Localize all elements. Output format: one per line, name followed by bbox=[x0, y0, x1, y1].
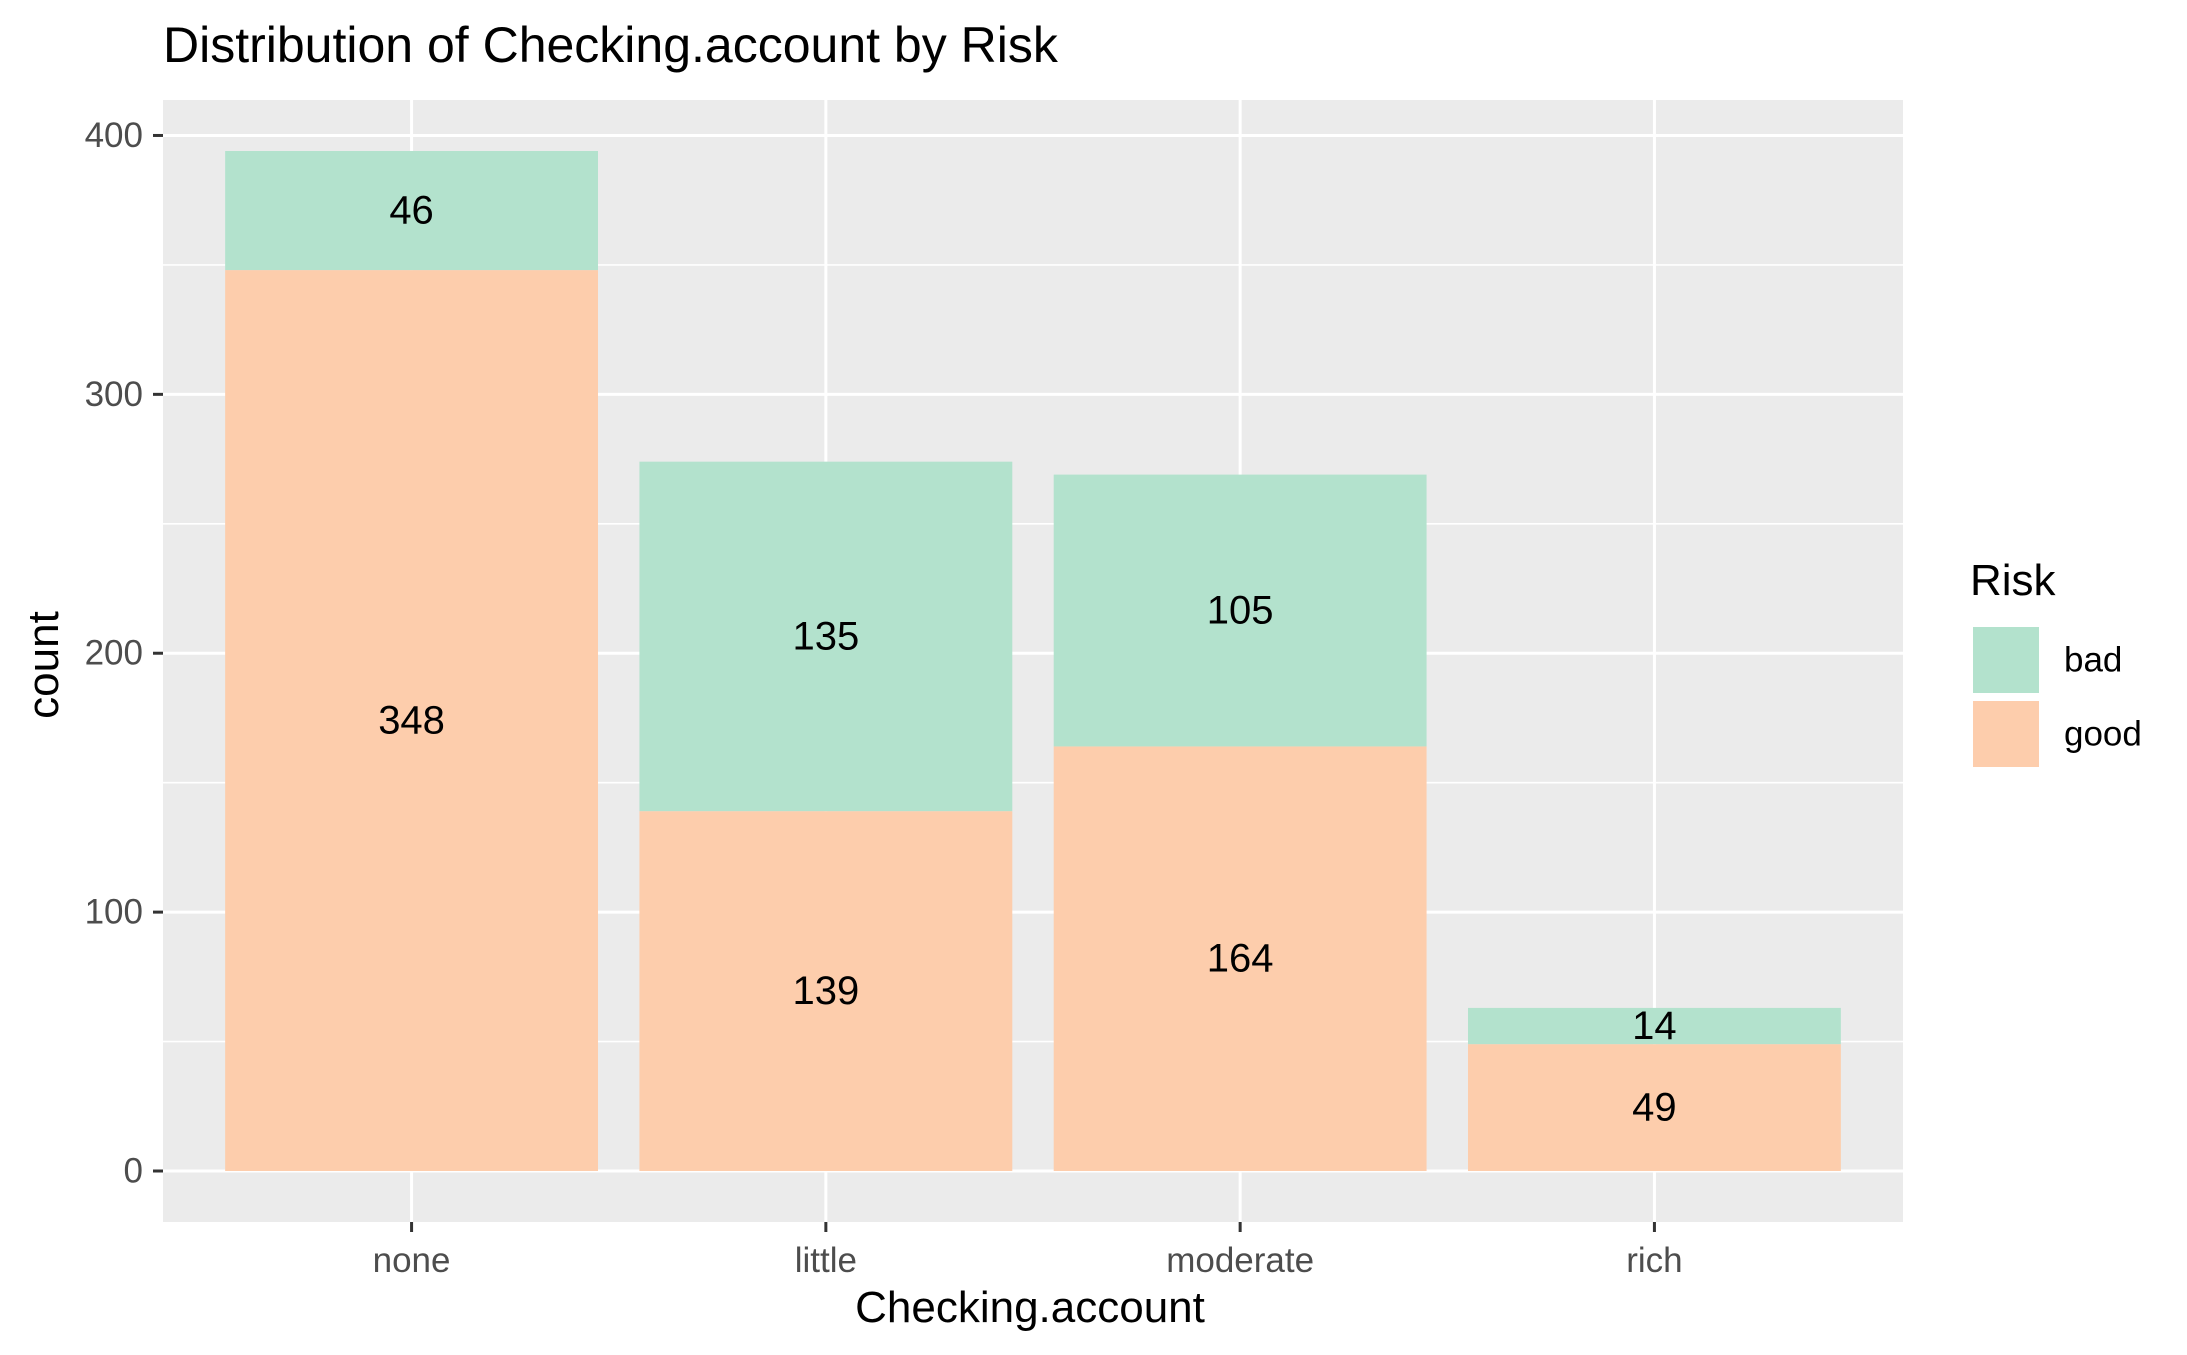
y-tick-label: 100 bbox=[85, 893, 143, 932]
data-label-good-rich: 49 bbox=[1632, 1086, 1677, 1130]
x-tick-label-rich: rich bbox=[1626, 1241, 1682, 1280]
data-label-good-little: 139 bbox=[792, 969, 859, 1013]
y-tick-label: 300 bbox=[85, 375, 143, 414]
bar-good-moderate bbox=[1053, 746, 1427, 1171]
x-tick-label-none: none bbox=[373, 1241, 451, 1280]
bar-bad-rich bbox=[1468, 1007, 1841, 1045]
x-axis: none little moderate rich bbox=[373, 1222, 1683, 1280]
data-label-bad-none: 46 bbox=[389, 189, 434, 233]
y-tick-label: 0 bbox=[124, 1152, 143, 1191]
data-label-bad-moderate: 105 bbox=[1207, 589, 1274, 633]
y-tick-label: 200 bbox=[85, 634, 143, 673]
legend-label-good: good bbox=[2064, 715, 2142, 754]
data-label-good-moderate: 164 bbox=[1207, 937, 1274, 981]
bar-bad-moderate bbox=[1053, 474, 1427, 747]
data-label-bad-rich: 14 bbox=[1632, 1004, 1677, 1048]
bar-good-little bbox=[639, 811, 1013, 1171]
x-axis-title: Checking.account bbox=[855, 1283, 1205, 1332]
bar-good-none bbox=[225, 270, 598, 1171]
x-tick-label-moderate: moderate bbox=[1166, 1241, 1314, 1280]
data-label-bad-little: 135 bbox=[792, 614, 859, 658]
y-tick-label: 400 bbox=[85, 116, 143, 155]
bar-bad-little bbox=[639, 461, 1013, 812]
legend-title: Risk bbox=[1970, 556, 2057, 605]
legend: Risk bad good bbox=[1970, 556, 2142, 769]
legend-key-good bbox=[1971, 699, 2041, 769]
legend-key-bad bbox=[1971, 625, 2041, 695]
data-labels: 348 46 139 135 164 105 49 14 bbox=[378, 189, 1676, 1130]
chart-title: Distribution of Checking.account by Risk bbox=[163, 17, 1059, 73]
legend-label-bad: bad bbox=[2064, 641, 2122, 680]
bars bbox=[225, 151, 1841, 1171]
x-tick-label-little: little bbox=[795, 1241, 857, 1280]
y-axis-title: count bbox=[19, 611, 68, 719]
y-axis: 0 100 200 300 400 bbox=[85, 116, 163, 1191]
bar-bad-none bbox=[225, 151, 598, 271]
bar-good-rich bbox=[1468, 1044, 1841, 1171]
data-label-good-none: 348 bbox=[378, 699, 445, 743]
